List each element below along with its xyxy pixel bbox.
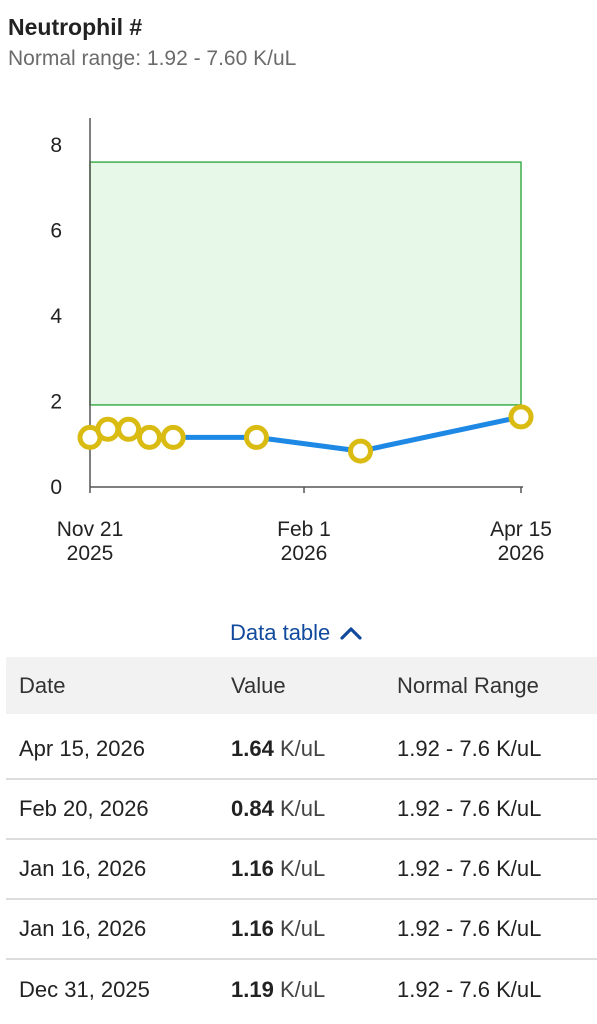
row-unit: K/uL <box>279 916 326 941</box>
row-range: 1.92 - 7.6 K/uL <box>397 796 542 821</box>
row-date: Jan 16, 2026 <box>19 856 147 881</box>
x-tick-label: Apr 15 <box>490 518 552 541</box>
table-header: Date Value Normal Range <box>6 657 597 714</box>
y-tick-label: 0 <box>50 476 62 499</box>
data-point <box>95 416 121 442</box>
row-range: 1.92 - 7.6 K/uL <box>397 916 542 941</box>
data-point <box>243 424 269 450</box>
x-tick-label-year: 2025 <box>67 542 114 565</box>
row-value: 0.84 <box>231 796 274 821</box>
row-unit: K/uL <box>279 736 326 761</box>
row-range: 1.92 - 7.6 K/uL <box>397 977 542 1002</box>
header-normal-range: Normal Range <box>397 672 539 698</box>
table-row: Jan 16, 2026 1.16 K/uL 1.92 - 7.6 K/uL <box>6 840 597 900</box>
row-unit: K/uL <box>279 977 326 1002</box>
table-row: Dec 31, 2025 1.19 K/uL 1.92 - 7.6 K/uL <box>6 960 597 1020</box>
page-title: Neutrophil # <box>8 14 143 40</box>
normal-range-subtitle: Normal range: 1.92 - 7.60 K/uL <box>8 47 297 70</box>
data-table-toggle-label: Data table <box>230 620 331 645</box>
y-tick-label: 6 <box>50 220 62 243</box>
header-value: Value <box>231 672 286 698</box>
row-unit: K/uL <box>279 856 326 881</box>
y-tick-label: 8 <box>50 134 62 157</box>
x-tick-label-year: 2026 <box>281 542 328 565</box>
data-table: Date Value Normal Range Apr 15, 2026 1.6… <box>6 657 597 1020</box>
data-table-toggle[interactable]: Data table <box>230 620 362 646</box>
data-point <box>116 416 142 442</box>
row-date: Apr 15, 2026 <box>19 736 145 761</box>
row-date: Feb 20, 2026 <box>19 796 149 821</box>
row-value: 1.64 <box>231 736 274 761</box>
header-date: Date <box>19 672 66 698</box>
table-row: Apr 15, 2026 1.64 K/uL 1.92 - 7.6 K/uL <box>6 720 597 780</box>
normal-range-band <box>89 161 522 406</box>
data-point <box>347 438 373 464</box>
x-tick-label: Feb 1 <box>277 518 331 541</box>
row-date: Jan 16, 2026 <box>19 916 147 941</box>
row-value: 1.16 <box>231 856 274 881</box>
data-point <box>508 404 534 430</box>
table-row: Feb 20, 2026 0.84 K/uL 1.92 - 7.6 K/uL <box>6 780 597 840</box>
data-point <box>136 424 162 450</box>
data-point <box>160 424 186 450</box>
row-date: Dec 31, 2025 <box>19 977 150 1002</box>
chevron-up-icon <box>340 625 362 641</box>
y-tick-label: 2 <box>50 391 62 414</box>
y-tick-label: 4 <box>50 305 62 328</box>
x-tick-label-year: 2026 <box>498 542 545 565</box>
table-row: Jan 16, 2026 1.16 K/uL 1.92 - 7.6 K/uL <box>6 900 597 960</box>
row-value: 1.16 <box>231 916 274 941</box>
row-unit: K/uL <box>279 796 326 821</box>
row-value: 1.19 <box>231 977 274 1002</box>
row-range: 1.92 - 7.6 K/uL <box>397 856 542 881</box>
row-range: 1.92 - 7.6 K/uL <box>397 736 542 761</box>
x-tick-label: Nov 21 <box>57 518 124 541</box>
